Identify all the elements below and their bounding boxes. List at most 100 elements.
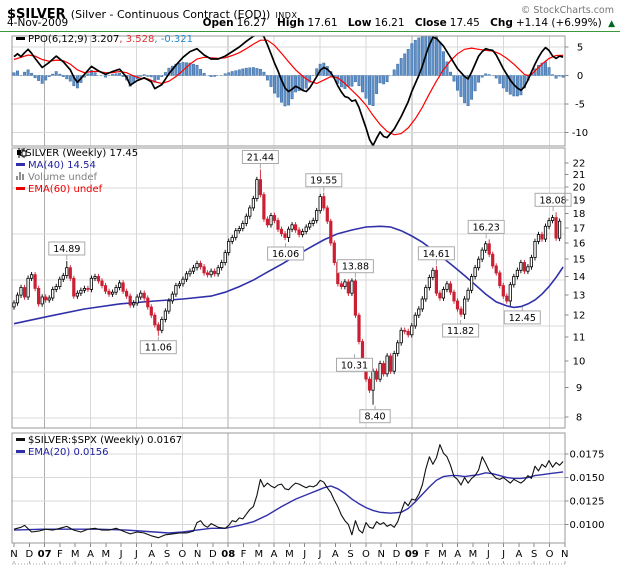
ppo-histogram-bar: [371, 75, 375, 106]
candle-body: [202, 266, 206, 274]
candle-body: [445, 283, 449, 290]
candle-body: [146, 297, 150, 308]
candle-body: [339, 283, 344, 287]
candle-body: [501, 285, 505, 297]
candle-body: [466, 289, 470, 300]
ppo-histogram-bar: [378, 75, 382, 84]
candle-body: [522, 262, 527, 272]
ppo-histogram-bar: [364, 75, 368, 99]
candle-body: [68, 267, 72, 279]
candle-body: [209, 270, 213, 276]
ppo-histogram-bar: [350, 75, 354, 87]
x-axis-month-label: J: [486, 549, 490, 560]
high-label: High: [277, 17, 305, 29]
chart-header: $SILVER (Silver - Continuous Contract (E…: [7, 3, 297, 22]
ppo-histogram-bar: [185, 62, 188, 76]
ppo-histogram-bar: [399, 58, 403, 76]
y-axis-label: 11: [573, 333, 586, 344]
annotation-value: 14.61: [423, 249, 450, 260]
x-axis-year-label: 09: [405, 549, 419, 560]
candle-body: [65, 267, 69, 277]
ppo-histogram-bar: [466, 75, 470, 106]
candle-body: [128, 295, 132, 306]
candle-body: [205, 272, 210, 276]
candle-body: [75, 292, 79, 297]
ema20-legend-text: EMA(20) 0.0156: [28, 447, 109, 458]
price-annotation: 16.23: [467, 219, 505, 239]
candle-body: [269, 215, 273, 226]
ppo-histogram-bar: [353, 75, 357, 83]
ppo-histogram-bar: [544, 61, 547, 76]
annotation-value: 21.44: [247, 153, 274, 164]
candle-body: [89, 277, 93, 290]
ppo-histogram-bar: [473, 75, 477, 92]
annotation-value: 11.06: [145, 343, 172, 354]
x-axis-month-label: O: [178, 549, 186, 560]
candle-body: [329, 220, 333, 244]
ppo-histogram-bar: [23, 71, 27, 76]
y-axis-label: 9: [576, 383, 582, 394]
ppo-histogram-bar: [392, 69, 396, 76]
candle-body: [262, 194, 266, 220]
ema60-line-icon: [16, 187, 25, 190]
candle-body: [519, 262, 523, 271]
price-annotation: 18.08: [534, 192, 572, 212]
x-axis-month-label: D: [25, 549, 33, 560]
change-label: Chg: [490, 17, 513, 29]
ppo-histogram-bar: [241, 68, 245, 76]
candle-body: [367, 378, 372, 391]
candle-body: [255, 179, 259, 200]
candle-body: [452, 291, 456, 302]
ppo-legend: PPO(6,12,9) 3.207, 3.528, -0.321: [16, 34, 193, 46]
ppo-histogram-bar: [149, 75, 153, 78]
x-axis-month-label: A: [148, 549, 155, 560]
candle-body: [40, 296, 44, 305]
ppo-histogram-bar: [68, 75, 72, 82]
ppo-histogram-bar: [441, 51, 445, 76]
ppo-histogram-bar: [385, 75, 389, 83]
ppo-hist-value: , -0.321: [154, 34, 193, 45]
ppo-histogram-bar: [357, 75, 361, 87]
ma40-line-icon: [16, 163, 25, 166]
ppo-histogram-bar: [195, 64, 199, 76]
ppo-histogram-bar: [230, 71, 234, 76]
y-axis-label: 12: [573, 311, 586, 322]
ppo-histogram-bar: [192, 63, 195, 76]
ppo-histogram-bar: [361, 75, 364, 93]
candle-body: [297, 229, 301, 235]
ppo-histogram-bar: [403, 53, 407, 76]
close-label: Close: [414, 17, 447, 29]
candle-body: [132, 302, 136, 306]
candle-body: [103, 285, 108, 292]
candle-body: [212, 270, 217, 275]
candle-body: [540, 234, 544, 240]
change-up-arrow-icon: ▲: [608, 19, 615, 29]
candle-body: [543, 225, 548, 240]
ppo-histogram-bar: [304, 75, 308, 89]
candle-body: [29, 274, 34, 279]
candle-body: [455, 300, 460, 310]
candle-body: [529, 257, 534, 268]
candle-body: [480, 249, 484, 260]
ppo-legend-text: PPO(6,12,9) 3.207: [28, 34, 120, 45]
candle-body: [396, 342, 400, 354]
candle-body: [484, 243, 488, 251]
y-axis-label: -10: [572, 128, 588, 139]
candle-body: [223, 252, 227, 264]
annotation-value: 13.88: [342, 262, 369, 273]
ppo-histogram-bar: [375, 75, 379, 94]
exchange-label: INDX: [275, 11, 298, 20]
ppo-histogram-bar: [519, 75, 523, 96]
ppo-histogram-bar: [459, 75, 463, 97]
candle-body: [431, 269, 435, 278]
candle-body: [72, 277, 76, 297]
ppo-histogram-bar: [498, 75, 502, 84]
ppo-histogram-bar: [515, 75, 519, 97]
price-annotation: 14.61: [417, 246, 455, 265]
ppo-histogram-bar: [561, 75, 565, 78]
candle-body: [385, 355, 389, 375]
ppo-histogram-bar: [410, 43, 414, 76]
quote-date: 4-Nov-2009: [7, 17, 69, 29]
candle-body: [125, 290, 129, 297]
